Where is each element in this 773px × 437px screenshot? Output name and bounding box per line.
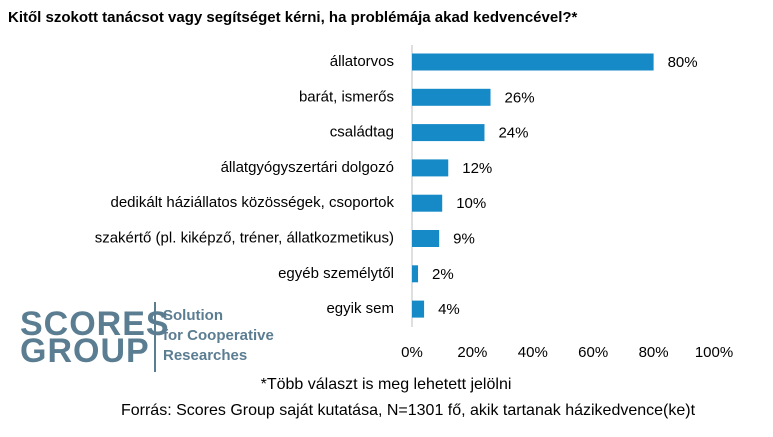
x-tick-label: 40% — [518, 344, 548, 361]
bar — [412, 230, 440, 247]
data-label: 26% — [505, 89, 535, 106]
bar — [412, 124, 485, 142]
data-label: 2% — [432, 266, 454, 283]
data-label: 12% — [462, 160, 492, 177]
x-tick-label: 60% — [578, 344, 608, 361]
y-tick-label: egyik sem — [326, 300, 394, 317]
bar — [412, 194, 443, 212]
chart-title: Kitől szokott tanácsot vagy segítséget k… — [8, 9, 578, 26]
data-label: 10% — [456, 195, 486, 212]
logo-tagline: Solution — [163, 307, 223, 324]
data-label: 80% — [668, 54, 698, 71]
bar — [412, 88, 491, 106]
x-tick-label: 80% — [639, 344, 669, 361]
bar — [412, 265, 419, 283]
y-tick-label: állatgyógyszertári dolgozó — [221, 159, 394, 176]
bar — [412, 53, 654, 71]
data-label: 24% — [498, 125, 528, 142]
x-tick-label: 100% — [695, 344, 733, 361]
y-tick-label: barát, ismerős — [299, 88, 394, 105]
source-note: Forrás: Scores Group saját kutatása, N=1… — [121, 402, 696, 419]
logo-line1: SCORES — [20, 305, 170, 343]
data-label: 4% — [438, 301, 460, 318]
y-tick-label: dedikált háziállatos közösségek, csoport… — [111, 194, 395, 211]
data-label: 9% — [453, 230, 475, 247]
footnote: *Több választ is meg lehetett jelölni — [261, 376, 512, 393]
bar — [412, 159, 449, 177]
x-tick-label: 0% — [401, 344, 423, 361]
y-tick-label: szakértő (pl. kiképző, tréner, állatkozm… — [95, 229, 394, 246]
y-tick-label: családtag — [330, 124, 394, 141]
logo: SCORES GROUP Solution for Cooperative Re… — [20, 302, 274, 372]
y-tick-label: állatorvos — [330, 53, 394, 70]
y-tick-label: egyéb személytől — [278, 265, 394, 282]
logo-tagline: for Cooperative — [163, 327, 274, 344]
bar — [412, 300, 425, 318]
x-tick-label: 20% — [457, 344, 487, 361]
logo-tagline: Researches — [163, 347, 247, 364]
logo-line2: GROUP — [20, 332, 150, 370]
